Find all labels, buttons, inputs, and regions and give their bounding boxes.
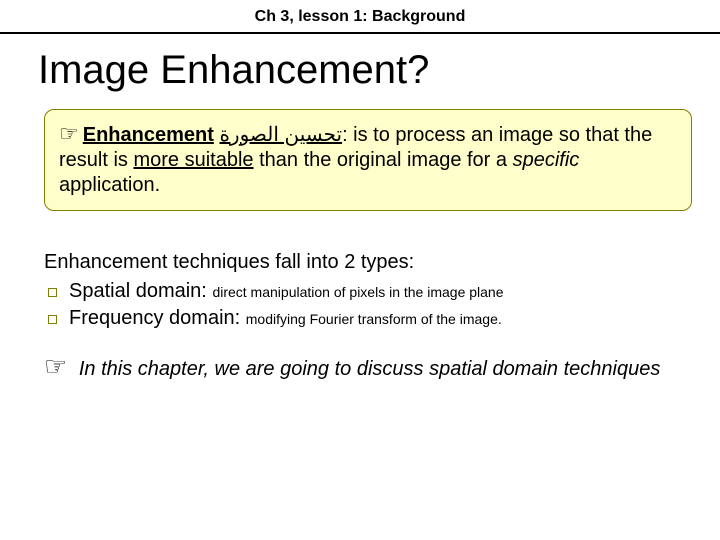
bullet-content: Frequency domain: modifying Fourier tran… <box>69 305 502 332</box>
more-suitable: more suitable <box>133 149 253 171</box>
square-bullet-icon <box>48 315 57 324</box>
specific: specific <box>513 149 580 171</box>
note-block: ☞ In this chapter, we are going to discu… <box>44 350 692 384</box>
header-band: Ch 3, lesson 1: Background <box>0 0 720 34</box>
bullet-label: Spatial domain: <box>69 280 207 302</box>
bullet-content: Spatial domain: direct manipulation of p… <box>69 278 504 305</box>
hand-icon: ☞ <box>44 351 67 381</box>
def-text-3: application. <box>59 174 160 196</box>
term-enhancement: Enhancement <box>83 124 214 146</box>
bullet-spatial: Spatial domain: direct manipulation of p… <box>48 278 692 305</box>
note-text: In this chapter, we are going to discuss… <box>79 358 660 380</box>
slide-title: Image Enhancement? <box>0 34 720 103</box>
breadcrumb-text: Ch 3, lesson 1: Background <box>255 8 466 25</box>
def-text-2: than the original image for a <box>254 149 513 171</box>
bullet-label: Frequency domain: <box>69 307 240 329</box>
body-block: Enhancement techniques fall into 2 types… <box>44 249 692 332</box>
hand-icon: ☞ <box>59 121 79 146</box>
bullet-detail: modifying Fourier transform of the image… <box>246 311 502 327</box>
arabic-translation: تحسين الصورة <box>219 124 342 146</box>
square-bullet-icon <box>48 288 57 297</box>
bullet-frequency: Frequency domain: modifying Fourier tran… <box>48 305 692 332</box>
bullet-detail: direct manipulation of pixels in the ima… <box>212 284 503 300</box>
slide: Ch 3, lesson 1: Background Image Enhance… <box>0 0 720 540</box>
body-intro: Enhancement techniques fall into 2 types… <box>44 249 692 276</box>
definition-callout: ☞Enhancement تحسين الصورة: is to process… <box>44 109 692 211</box>
